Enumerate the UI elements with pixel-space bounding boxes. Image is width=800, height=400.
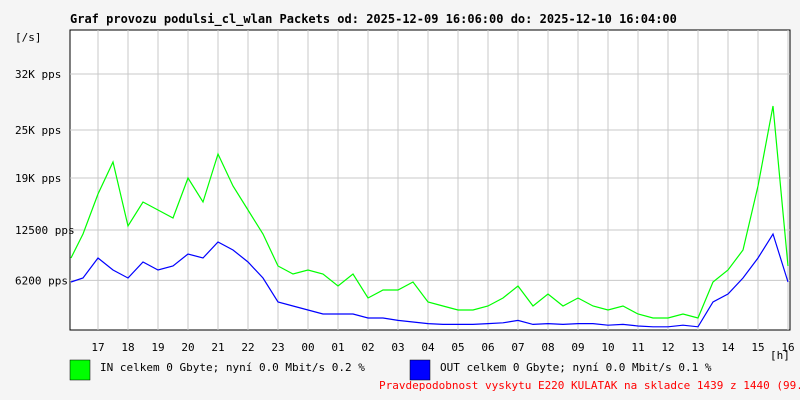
x-tick-label: 21: [211, 341, 224, 354]
x-tick-label: 18: [121, 341, 134, 354]
x-tick-label: 07: [511, 341, 524, 354]
y-tick-label: 25K pps: [15, 124, 61, 137]
legend-swatch-in: [69, 359, 91, 381]
series-line-in: [70, 105, 789, 319]
y-tick-label: 6200 pps: [15, 274, 68, 287]
x-tick-label: 03: [391, 341, 404, 354]
x-tick-label: 06: [481, 341, 494, 354]
x-unit-label: [h]: [770, 349, 790, 362]
plot-area: [69, 29, 791, 331]
x-tick-label: 23: [271, 341, 284, 354]
y-tick-label: 12500 pps: [15, 224, 75, 237]
x-tick-label: 11: [631, 341, 644, 354]
legend: IN celkem 0 Gbyte; nyní 0.0 Mbit/s 0.2 %…: [69, 359, 712, 381]
x-tick-label: 20: [181, 341, 194, 354]
x-tick-label: 00: [301, 341, 314, 354]
x-tick-label: 08: [541, 341, 554, 354]
series-layer: [70, 105, 789, 328]
legend-text-out: OUT celkem 0 Gbyte; nyní 0.0 Mbit/s 0.1 …: [440, 361, 712, 374]
x-tick-label: 17: [91, 341, 104, 354]
x-tick-label: 10: [601, 341, 614, 354]
x-tick-label: 13: [691, 341, 704, 354]
grid: [70, 30, 790, 330]
x-tick-label: 22: [241, 341, 254, 354]
legend-swatch-out: [409, 359, 431, 381]
y-tick-label: 19K pps: [15, 172, 61, 185]
x-tick-label: 19: [151, 341, 164, 354]
y-axis: 6200 pps 12500 pps 19K pps 25K pps 32K pps: [15, 68, 75, 287]
x-axis: 17 18 19 20 21 22 23 00 01 02 03 04 05 06 07 08 09 10 11 12…: [91, 341, 794, 354]
chart-title: Graf provozu podulsi_cl_wlan Packets od:…: [70, 12, 677, 27]
x-tick-label: 01: [331, 341, 344, 354]
x-tick-label: 15: [751, 341, 764, 354]
x-tick-label: 02: [361, 341, 374, 354]
probability-note: Pravdepodobnost vyskytu E220 KULATAK na …: [379, 379, 800, 392]
y-unit-label: [/s]: [15, 31, 42, 44]
x-tick-label: 12: [661, 341, 674, 354]
x-tick-label: 09: [571, 341, 584, 354]
x-tick-label: 16: [781, 341, 794, 354]
legend-text-in: IN celkem 0 Gbyte; nyní 0.0 Mbit/s 0.2 %: [100, 361, 365, 374]
x-tick-label: 14: [721, 341, 735, 354]
x-tick-label: 04: [421, 341, 435, 354]
series-line-out: [70, 232, 789, 328]
x-tick-label: 05: [451, 341, 464, 354]
y-tick-label: 32K pps: [15, 68, 61, 81]
